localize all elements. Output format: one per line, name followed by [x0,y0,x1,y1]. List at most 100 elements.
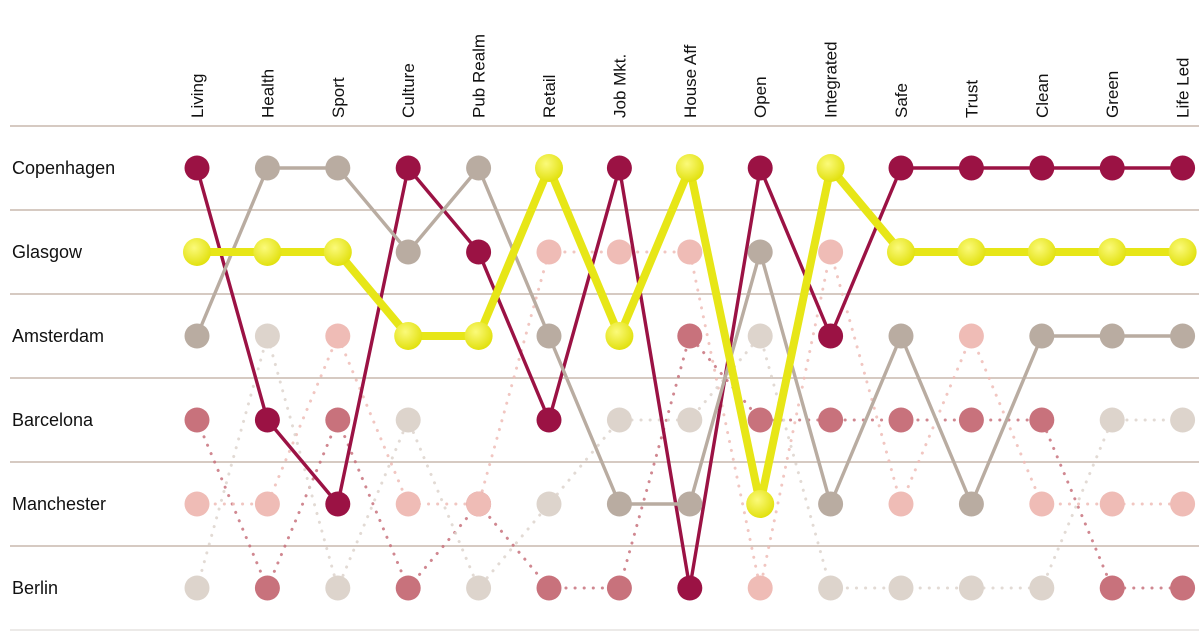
column-label-job-mkt: Job Mkt. [610,54,629,118]
highlighted-series-point [183,238,211,266]
row-label-berlin: Berlin [12,578,58,598]
background-series-point [606,239,632,265]
highlighted-series-point [605,322,634,350]
highlighted-series-point [466,155,492,181]
background-series-point [184,491,210,517]
background-series-point [1099,407,1125,433]
background-series-point [254,575,280,601]
column-label-green: Green [1103,71,1122,118]
column-label-retail: Retail [540,75,559,118]
highlighted-series-point [747,155,773,181]
highlighted-series-point [254,155,280,181]
highlighted-series-point [536,323,562,349]
highlighted-series-point [887,238,915,266]
highlighted-series-point [888,323,914,349]
background-series-point [888,407,914,433]
background-series-point [1170,491,1196,517]
highlighted-series-point [1099,323,1125,349]
background-series-point [677,323,703,349]
highlighted-series-point [395,239,421,265]
column-label-pub-realm: Pub Realm [470,34,489,118]
background-series-point [888,491,914,517]
highlighted-series-point [1029,323,1055,349]
background-series-point [888,575,914,601]
column-label-integrated: Integrated [822,41,841,118]
row-label-glasgow: Glasgow [12,242,83,262]
highlighted-series-point [535,154,563,182]
background-series-point [536,491,562,517]
highlighted-series-point [1027,238,1056,266]
highlighted-series-point [1168,238,1197,266]
background-series-point [606,575,632,601]
background-series-point [747,575,773,601]
background-series-point [1099,491,1125,517]
background-series-point [536,239,562,265]
background-series-point [325,407,351,433]
background-series-point [466,491,492,517]
row-label-copenhagen: Copenhagen [12,158,115,178]
column-label-culture: Culture [399,63,418,118]
background-series-point [677,407,703,433]
highlighted-series-point [184,323,210,349]
background-series-point [958,323,984,349]
highlighted-series-point [888,155,914,181]
highlighted-series-point [957,238,986,266]
background-series-point [325,575,351,601]
highlighted-series-point [464,322,493,350]
highlighted-series-point [1170,155,1196,181]
column-label-life-led: Life Led [1174,58,1193,119]
background-series-point [1170,575,1196,601]
background-series-line [195,332,1185,592]
background-series-point [818,407,844,433]
row-label-amsterdam: Amsterdam [12,326,104,346]
background-series-point [1029,575,1055,601]
column-label-house-aff: House Aff [681,44,700,118]
background-series-point [747,323,773,349]
background-series-point [254,323,280,349]
background-series-point [466,575,492,601]
column-label-health: Health [258,69,277,118]
background-series-point [254,491,280,517]
highlighted-series-point [253,238,282,266]
background-series-point [818,239,844,265]
column-label-safe: Safe [892,83,911,118]
background-series-point [958,407,984,433]
column-label-open: Open [751,76,770,118]
highlighted-series-point [394,322,423,350]
highlighted-series-point [325,155,351,181]
background-series-point [958,575,984,601]
highlighted-series-point [1099,155,1125,181]
background-series-point [325,323,351,349]
highlighted-series-point [254,407,280,433]
background-series-point [747,407,773,433]
background-series-point [1029,491,1055,517]
background-series-point [184,407,210,433]
background-series-point [1029,407,1055,433]
background-series-point [677,239,703,265]
highlighted-series-point [536,407,562,433]
background-series-point [1170,407,1196,433]
highlighted-series-point [818,323,844,349]
highlighted-series-point [1170,323,1196,349]
background-series-point [606,407,632,433]
highlighted-series-point [466,239,492,265]
highlighted-series-point [323,238,352,266]
highlighted-series-point [958,491,984,517]
background-series-point [536,575,562,601]
background-series-point [395,575,421,601]
highlighted-series-point [1098,238,1127,266]
background-series-point [1099,575,1125,601]
column-label-sport: Sport [329,77,348,118]
background-series-point [184,575,210,601]
highlighted-series-point [958,155,984,181]
row-label-barcelona: Barcelona [12,410,94,430]
highlighted-series-point [816,154,845,182]
background-series-point [818,575,844,601]
column-label-clean: Clean [1033,74,1052,118]
highlighted-series-point [746,490,775,518]
column-label-living: Living [188,74,207,118]
highlighted-series-point [325,491,351,517]
background-series-point [395,407,421,433]
highlighted-series-point [677,575,703,601]
